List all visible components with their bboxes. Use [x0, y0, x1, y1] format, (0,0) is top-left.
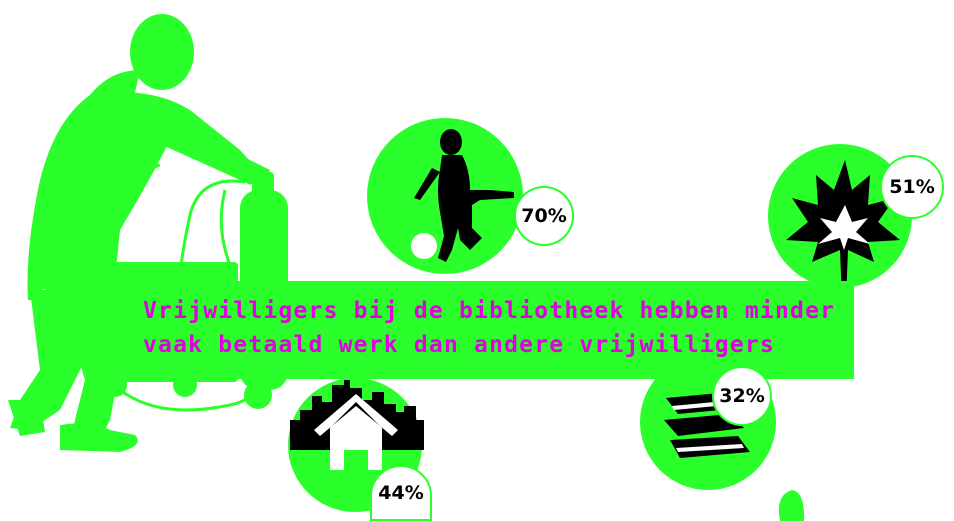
stat-badge-child: 70%: [514, 186, 574, 246]
stat-badge-leaf: 51%: [880, 155, 944, 219]
headline: Vrijwilligers bij de bibliotheek hebben …: [143, 294, 835, 362]
headline-banner: [130, 281, 854, 379]
headline-line2: vaak betaald werk dan andere vrijwillige…: [143, 332, 775, 358]
decorative-blob: [778, 490, 805, 521]
maple-leaf-icon: [786, 160, 900, 300]
child-playing-ball-icon: [414, 129, 514, 262]
stat-badge-books: 32%: [712, 366, 772, 426]
stat-badge-city: 44%: [370, 465, 432, 521]
city-house-icon: [290, 380, 424, 470]
child-circle: [367, 118, 523, 274]
leaf-circle: [768, 144, 912, 300]
hose: [119, 163, 260, 412]
headline-line1: Vrijwilligers bij de bibliotheek hebben …: [143, 298, 836, 324]
worker-silhouette: [8, 14, 288, 452]
